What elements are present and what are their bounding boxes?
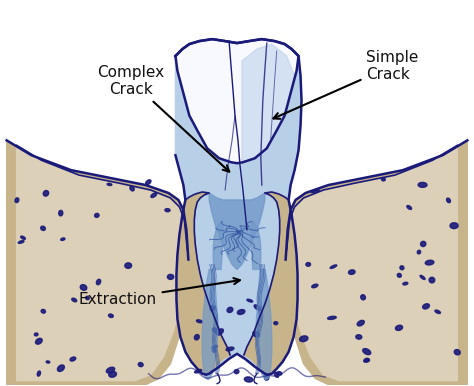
Text: Simple
Crack: Simple Crack [273,50,419,119]
Ellipse shape [254,305,261,310]
Ellipse shape [138,362,143,367]
Ellipse shape [194,335,199,340]
Ellipse shape [46,361,50,363]
Ellipse shape [420,241,426,247]
Ellipse shape [407,205,411,210]
Ellipse shape [274,322,278,325]
Ellipse shape [212,345,218,349]
Ellipse shape [130,186,134,191]
Ellipse shape [454,350,460,355]
Ellipse shape [86,296,89,300]
Polygon shape [202,222,223,380]
Ellipse shape [146,180,151,185]
Ellipse shape [41,310,46,313]
Ellipse shape [356,335,362,339]
Ellipse shape [197,320,202,323]
Ellipse shape [21,236,25,239]
Ellipse shape [226,347,234,351]
Ellipse shape [216,329,223,335]
Ellipse shape [41,226,46,230]
Ellipse shape [237,310,245,315]
Ellipse shape [61,238,65,240]
Polygon shape [251,222,272,380]
Ellipse shape [403,282,408,285]
Ellipse shape [400,266,404,270]
Ellipse shape [328,316,336,320]
Ellipse shape [107,183,112,186]
Polygon shape [286,141,467,384]
Ellipse shape [109,372,117,377]
Ellipse shape [95,213,99,217]
Ellipse shape [36,339,42,344]
Ellipse shape [450,223,458,229]
Ellipse shape [361,295,365,300]
Polygon shape [242,44,297,168]
Ellipse shape [364,358,369,362]
Ellipse shape [109,314,113,317]
Ellipse shape [125,263,132,268]
Ellipse shape [167,274,174,279]
Ellipse shape [363,349,371,355]
Ellipse shape [312,284,318,288]
Ellipse shape [447,198,450,203]
Ellipse shape [300,336,308,342]
Ellipse shape [429,277,435,283]
Ellipse shape [435,310,440,313]
Polygon shape [175,39,299,163]
Ellipse shape [212,328,219,333]
Ellipse shape [37,371,40,376]
Ellipse shape [425,260,434,265]
Ellipse shape [245,377,253,382]
Ellipse shape [330,265,337,268]
Ellipse shape [420,275,425,279]
Polygon shape [244,192,298,375]
Polygon shape [7,141,188,384]
Polygon shape [17,146,187,381]
Ellipse shape [253,331,260,337]
Polygon shape [176,192,230,375]
Ellipse shape [264,375,269,380]
Ellipse shape [382,178,385,181]
Ellipse shape [18,240,24,243]
Ellipse shape [277,372,282,375]
Ellipse shape [397,273,401,277]
Ellipse shape [365,359,370,362]
Ellipse shape [418,183,427,187]
Ellipse shape [59,210,63,216]
Text: Complex
Crack: Complex Crack [97,64,229,172]
Ellipse shape [43,191,49,196]
Ellipse shape [15,198,19,203]
Polygon shape [287,146,457,381]
Ellipse shape [212,347,216,352]
Ellipse shape [234,369,239,374]
Ellipse shape [35,333,38,336]
Ellipse shape [195,369,201,373]
Text: Extraction: Extraction [79,278,240,307]
Ellipse shape [70,357,76,361]
Ellipse shape [165,208,170,212]
Ellipse shape [306,262,310,266]
Ellipse shape [72,298,77,302]
Ellipse shape [423,304,429,309]
Ellipse shape [57,365,64,371]
Ellipse shape [348,270,355,274]
Ellipse shape [274,372,279,378]
Ellipse shape [106,367,115,373]
Ellipse shape [417,250,420,254]
Ellipse shape [80,284,87,290]
Ellipse shape [210,306,215,311]
Ellipse shape [357,320,365,326]
Ellipse shape [247,299,253,302]
Ellipse shape [96,279,100,285]
Polygon shape [209,193,265,269]
Ellipse shape [311,190,319,193]
Ellipse shape [151,193,157,198]
Ellipse shape [395,325,402,330]
Polygon shape [175,39,301,375]
Ellipse shape [227,307,233,313]
